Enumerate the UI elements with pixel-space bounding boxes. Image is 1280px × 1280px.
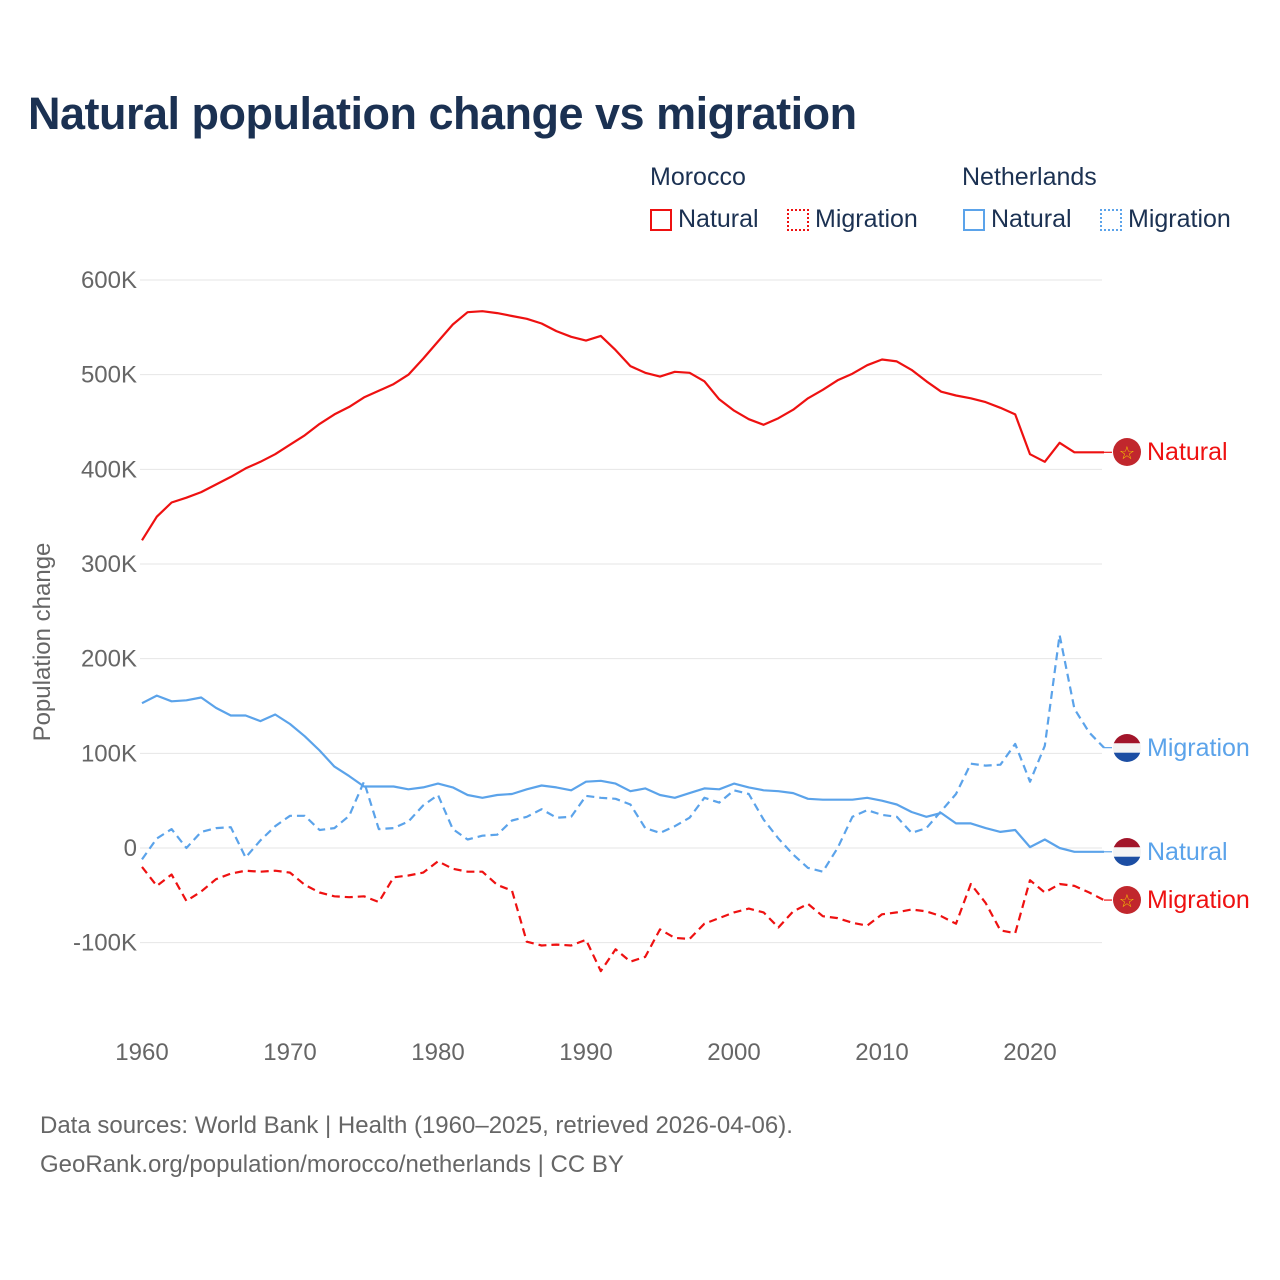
legend-label: Migration <box>1128 205 1231 233</box>
legend-label: Natural <box>991 205 1072 233</box>
legend-label: Natural <box>678 205 759 233</box>
series-line-morocco-migration <box>141 860 1105 973</box>
x-tick-label: 2020 <box>1003 1039 1056 1066</box>
end-label: Natural <box>1147 838 1228 866</box>
y-tick-label: 500K <box>81 362 137 389</box>
dotted-swatch-icon <box>787 208 809 231</box>
x-tick-label: 1980 <box>411 1039 464 1066</box>
x-tick-label: 1970 <box>263 1039 316 1066</box>
series-line-morocco-natural <box>141 310 1104 541</box>
dotted-swatch-icon <box>1100 208 1122 231</box>
legend-morocco-migration[interactable]: Migration <box>787 205 918 234</box>
legend-label: Migration <box>815 205 918 233</box>
x-tick-label: 2010 <box>855 1039 908 1066</box>
netherlands-flag-icon <box>1113 734 1141 762</box>
netherlands-flag-icon <box>1113 838 1141 866</box>
x-tick-label: 1990 <box>559 1039 612 1066</box>
footer-sources: Data sources: World Bank | Health (1960–… <box>40 1112 793 1139</box>
legend-netherlands-natural[interactable]: Natural <box>963 205 1072 234</box>
morocco-flag-icon: ☆ <box>1113 438 1141 466</box>
svg-text:☆: ☆ <box>1119 891 1135 911</box>
morocco-flag-icon: ☆ <box>1113 886 1141 914</box>
solid-swatch-icon <box>963 208 985 231</box>
legend-group-netherlands: Netherlands <box>962 163 1097 191</box>
end-label: Natural <box>1147 438 1228 466</box>
series-line-netherlands-migration <box>141 633 1105 873</box>
y-tick-label: 400K <box>81 456 137 483</box>
solid-swatch-icon <box>650 208 672 231</box>
y-tick-label: 100K <box>81 740 137 767</box>
svg-text:☆: ☆ <box>1119 443 1135 463</box>
end-label: Migration <box>1147 886 1250 914</box>
chart-title: Natural population change vs migration <box>28 88 857 139</box>
y-tick-label: 0 <box>124 835 137 862</box>
legend-group-morocco: Morocco <box>650 163 746 191</box>
series-line-netherlands-natural <box>141 694 1104 853</box>
x-tick-label: 2000 <box>707 1039 760 1066</box>
legend-morocco-natural[interactable]: Natural <box>650 205 759 234</box>
footer: Data sources: World Bank | Health (1960–… <box>40 1106 793 1184</box>
end-label: Migration <box>1147 734 1250 762</box>
y-tick-label: 200K <box>81 646 137 673</box>
footer-url[interactable]: GeoRank.org/population/morocco/netherlan… <box>40 1151 624 1178</box>
x-tick-label: 1960 <box>115 1039 168 1066</box>
y-axis-label: Population change <box>29 543 56 742</box>
y-tick-label: 300K <box>81 551 137 578</box>
legend-netherlands-migration[interactable]: Migration <box>1100 205 1231 234</box>
y-tick-label: 600K <box>81 267 137 294</box>
y-tick-label: -100K <box>73 930 137 957</box>
